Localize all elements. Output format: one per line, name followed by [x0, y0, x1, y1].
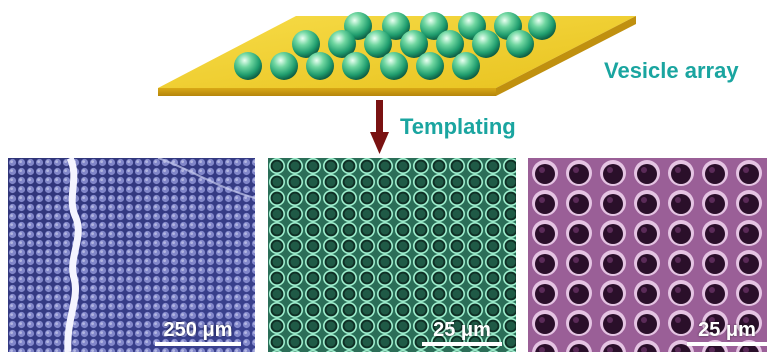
sem-panel-right: 25 μm	[528, 158, 767, 352]
sem-image-right	[528, 158, 767, 352]
substrate-slab-front	[158, 88, 496, 96]
scale-bar-right: 25 μm	[687, 319, 767, 346]
scale-label-right: 25 μm	[698, 319, 756, 341]
substrate-slab-side	[496, 16, 636, 96]
scale-line-right	[687, 342, 767, 346]
schematic	[158, 12, 636, 154]
scale-line-middle	[422, 342, 502, 346]
templating-label: Templating	[400, 114, 516, 139]
scale-label-middle: 25 μm	[433, 319, 491, 341]
scale-label-left: 250 μm	[163, 319, 233, 341]
vesicle-array-label: Vesicle array	[604, 58, 739, 83]
sem-image-left	[8, 158, 255, 352]
sem-panel-left: 250 μm	[8, 158, 255, 352]
templating-arrow	[370, 100, 389, 154]
vesicle-spheres	[234, 12, 556, 80]
sem-image-middle	[268, 158, 516, 352]
scale-bar-left: 250 μm	[155, 319, 241, 346]
scale-line-left	[155, 342, 241, 346]
scale-bar-middle: 25 μm	[422, 319, 502, 346]
sem-panel-middle: 25 μm	[268, 158, 516, 352]
